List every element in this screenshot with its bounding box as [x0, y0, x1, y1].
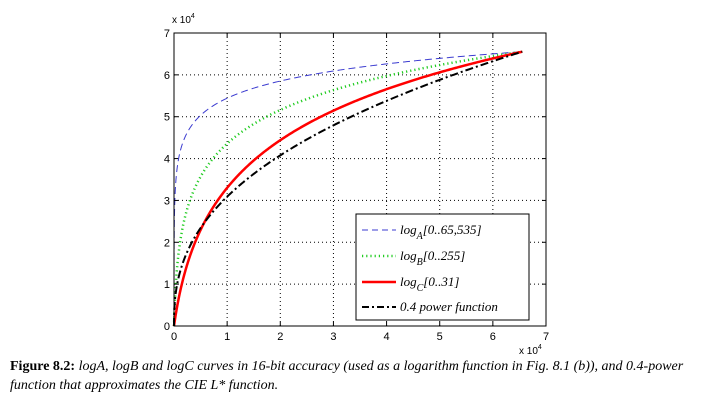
curve-log-b	[172, 50, 523, 326]
y-tick-label: 5	[164, 112, 170, 124]
y-tick-label: 1	[164, 279, 170, 291]
x-tick-label: 6	[490, 331, 496, 343]
x-multiplier: x 104	[519, 344, 542, 355]
y-tick-label: 2	[164, 237, 170, 249]
legend-label-log-a: logA[0..65,535]	[400, 222, 482, 242]
legend-box	[355, 213, 530, 321]
y-tick-label: 6	[164, 70, 170, 82]
chart: 0 1 2 3 4 5 6 7 0 1 2 3 4 5 6 7 x 104 x 104 logA[0..65,…	[164, 13, 549, 355]
legend: logA[0..65,535] logB[0..255] logC[0..31]…	[355, 213, 530, 321]
caption-label: Figure 8.2:	[10, 359, 76, 374]
x-tick-label: 3	[330, 331, 336, 343]
y-tick-label: 0	[164, 321, 170, 333]
y-tick-label: 3	[164, 195, 170, 207]
legend-label-log-b: logB[0..255]	[400, 248, 465, 268]
y-multiplier: x 104	[172, 13, 195, 26]
curve-log-a	[173, 51, 523, 326]
y-tick-label: 7	[164, 28, 170, 40]
x-tick-label: 1	[224, 331, 230, 343]
curve-log-c	[172, 50, 523, 327]
y-tick-label: 4	[164, 154, 170, 166]
x-tick-label: 2	[277, 331, 283, 343]
x-tick-label: 7	[543, 331, 549, 343]
curve-power	[173, 50, 523, 326]
legend-label-log-c: logC[0..31]	[400, 274, 459, 294]
figure-caption: Figure 8.2: logA, logB and logC curves i…	[10, 357, 710, 395]
x-tick-label: 4	[384, 331, 390, 343]
axis-ticks: 0 1 2 3 4 5 6 7 0 1 2 3 4 5 6 7	[164, 28, 549, 343]
caption-text: logA, logB and logC curves in 16-bit acc…	[10, 359, 684, 393]
x-tick-label: 5	[437, 331, 443, 343]
x-tick-label: 0	[171, 331, 177, 343]
curves	[172, 50, 523, 327]
legend-label-power: 0.4 power function	[400, 299, 498, 314]
plot-frame	[173, 32, 547, 327]
